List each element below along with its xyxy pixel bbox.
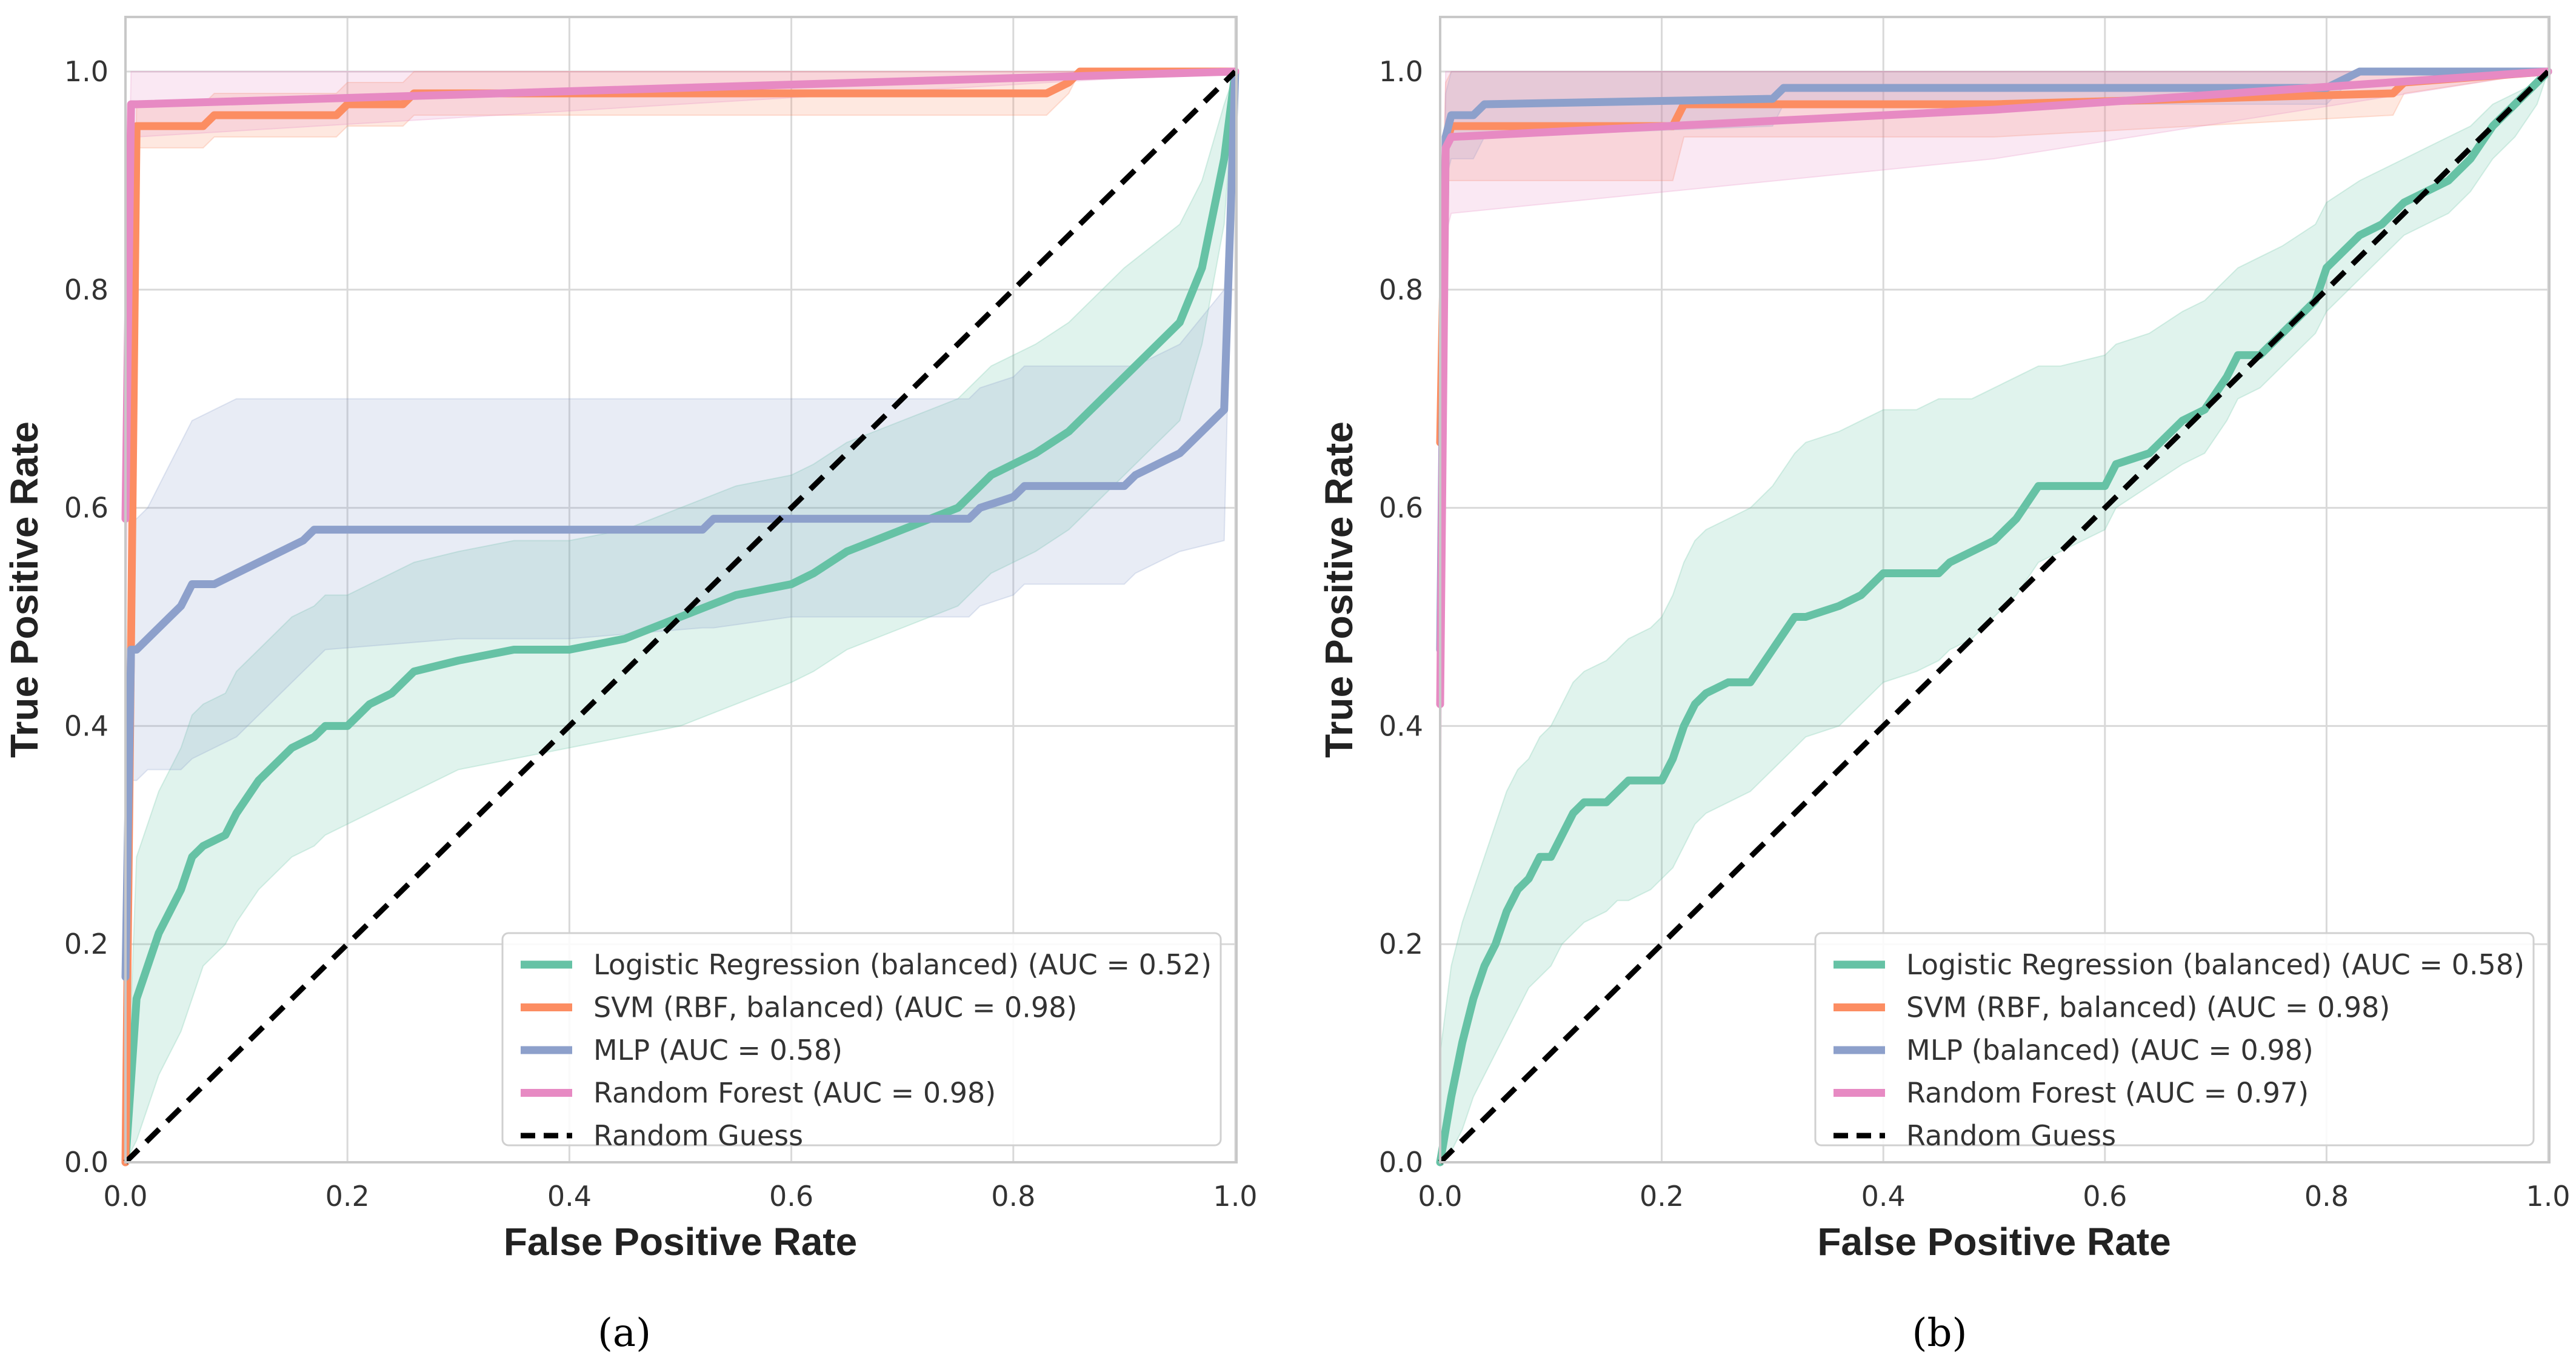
legend-label: Logistic Regression (balanced) (AUC = 0.… — [1906, 948, 2524, 981]
x-tick-label: 1.0 — [2526, 1180, 2570, 1213]
confidence-band — [1440, 71, 2549, 563]
legend-label: Random Forest (AUC = 0.97) — [1906, 1077, 2309, 1110]
x-tick-label: 0.8 — [2304, 1180, 2349, 1213]
y-tick-label: 0.6 — [64, 492, 108, 524]
roc-curve — [1436, 67, 2552, 654]
y-tick-label: 1.0 — [1379, 55, 1423, 88]
plot-frame — [124, 16, 1238, 1163]
roc-curve — [121, 67, 1240, 981]
legend-label: Random Forest (AUC = 0.98) — [593, 1077, 996, 1110]
y-axis-title: True Positive Rate — [2, 421, 46, 758]
x-tick-label: 0.0 — [103, 1180, 147, 1213]
legend-label: Random Guess — [1906, 1119, 2116, 1152]
y-tick-label: 0.0 — [64, 1146, 108, 1179]
x-tick-label: 0.6 — [769, 1180, 813, 1213]
legend-box — [501, 932, 1222, 1147]
x-tick-label: 0.2 — [325, 1180, 370, 1213]
panel-caption: (a) — [598, 1311, 651, 1356]
x-tick-label: 0.8 — [991, 1180, 1035, 1213]
panel-a: 0.00.0 0.2 0.2 0.4 0.4 0.6 0.6 0.8 0.8 1.0 1.0 Fals… — [2, 16, 1258, 1356]
y-tick-label: 0.4 — [64, 709, 108, 742]
x-tick-label: 0.6 — [2083, 1180, 2127, 1213]
x-axis-title: False Positive Rate — [1817, 1220, 2171, 1264]
plot-frame — [1439, 16, 2551, 1163]
roc-curve — [121, 67, 1240, 523]
panel-b: 0.00.0 0.2 0.2 0.4 0.4 0.6 0.6 0.8 0.8 1.0 1.0 Fals… — [1317, 16, 2571, 1356]
panel-caption: (b) — [1912, 1311, 1967, 1356]
legend-label: MLP (balanced) (AUC = 0.98) — [1906, 1034, 2314, 1066]
random-guess-line — [123, 69, 1238, 1165]
roc-curve — [1436, 67, 2552, 1167]
y-axis-title: True Positive Rate — [1317, 421, 1361, 758]
y-tick-label: 0.2 — [1379, 928, 1423, 960]
legend-label: SVM (RBF, balanced) (AUC = 0.98) — [1906, 991, 2390, 1024]
legend-label: Random Guess — [593, 1119, 803, 1152]
x-tick-label: 0.2 — [1640, 1180, 1684, 1213]
roc-curve — [121, 67, 1240, 1167]
confidence-band — [125, 71, 1235, 1163]
y-tick-label: 1.0 — [64, 55, 108, 88]
legend-label: Logistic Regression (balanced) (AUC = 0.… — [593, 948, 1212, 981]
legend-label: MLP (AUC = 0.58) — [593, 1034, 843, 1066]
y-tick-label: 0.8 — [64, 273, 108, 306]
legend-box — [1814, 932, 2535, 1147]
y-tick-label: 0.4 — [1379, 709, 1423, 742]
x-tick-label: 0.4 — [547, 1180, 592, 1213]
y-tick-label: 0.2 — [64, 928, 108, 960]
x-tick-label: 1.0 — [1213, 1180, 1257, 1213]
y-tick-label: 0.6 — [1379, 492, 1423, 524]
x-tick-label: 0.0 — [1418, 1180, 1462, 1213]
roc-curve — [1436, 67, 2552, 708]
roc-curve — [121, 67, 1240, 1167]
y-tick-label: 0.8 — [1379, 273, 1423, 306]
random-guess-line — [1438, 69, 2551, 1165]
x-tick-label: 0.4 — [1861, 1180, 1906, 1213]
legend-label: SVM (RBF, balanced) (AUC = 0.98) — [593, 991, 1077, 1024]
x-axis-title: False Positive Rate — [504, 1220, 857, 1264]
y-tick-label: 0.0 — [1379, 1146, 1423, 1179]
